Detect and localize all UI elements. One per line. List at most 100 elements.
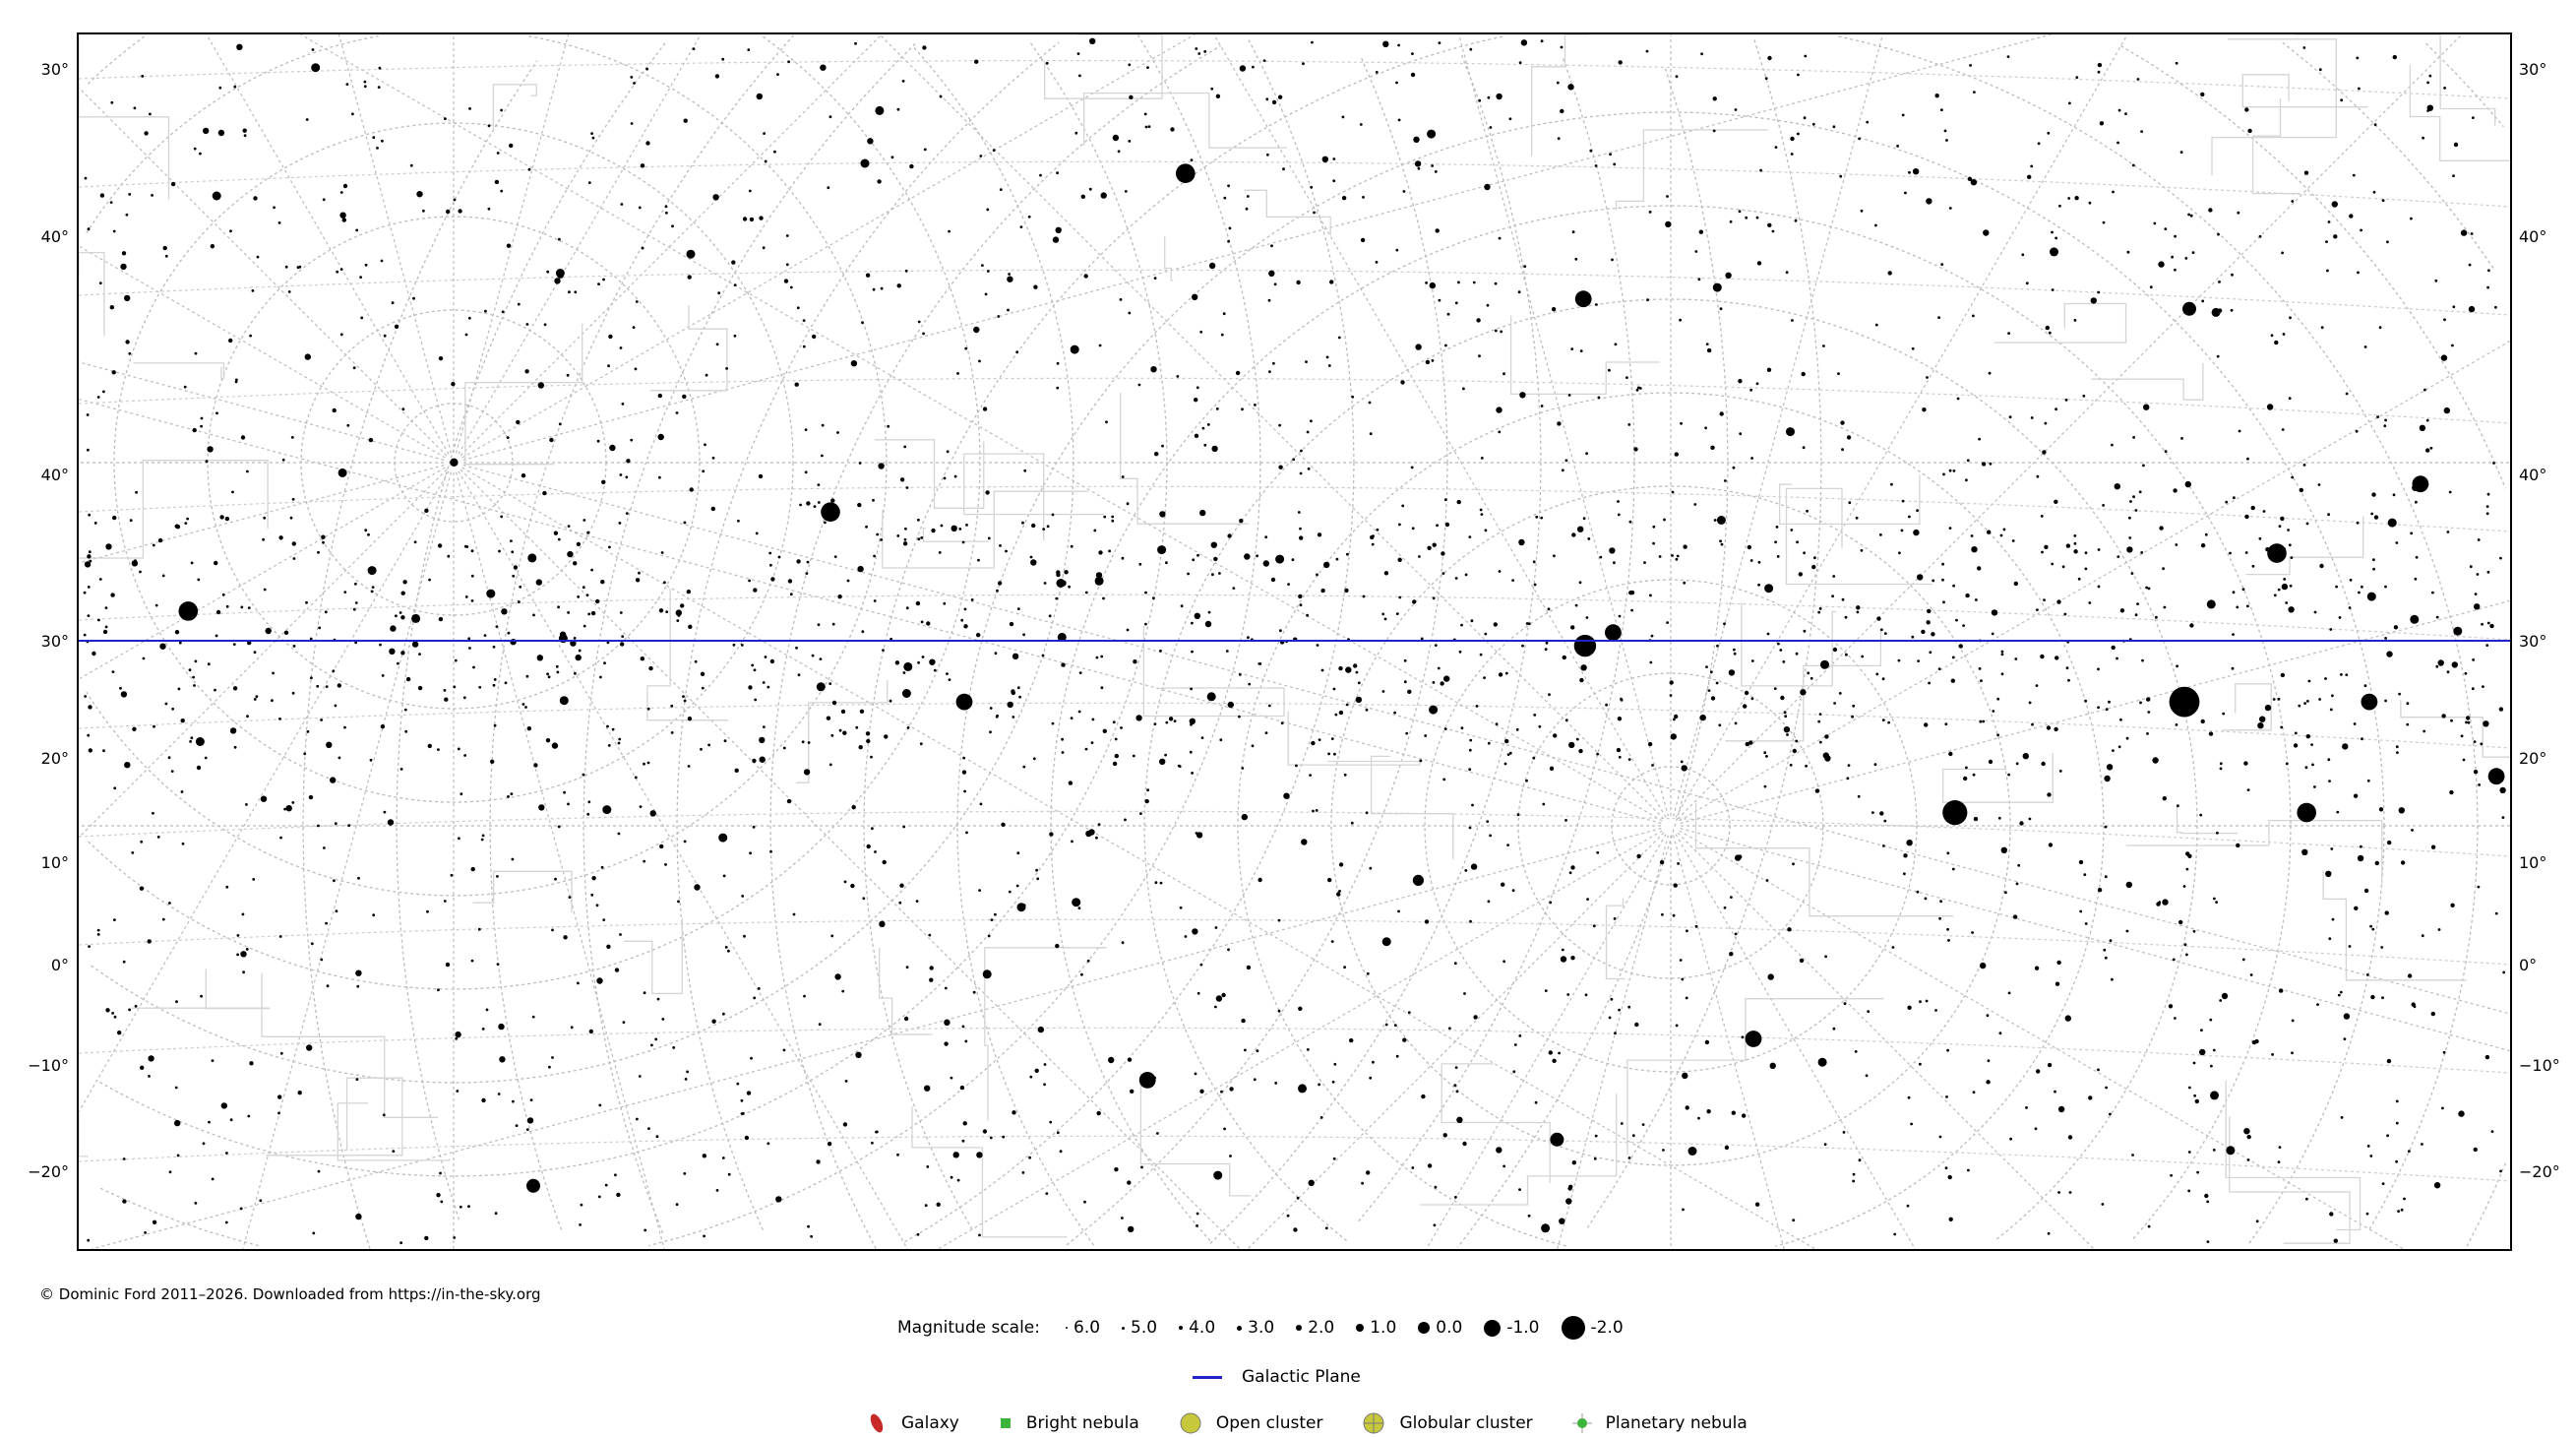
- star: [144, 131, 149, 136]
- star: [2117, 745, 2121, 749]
- object-legend: Galaxy Bright nebula Open cluster Globul…: [866, 1411, 1787, 1435]
- star: [1012, 716, 1015, 719]
- star: [2288, 397, 2292, 401]
- star: [1908, 515, 1911, 519]
- star: [1056, 386, 1060, 390]
- constellation-boundary: [78, 1110, 89, 1157]
- star: [2037, 142, 2041, 146]
- star: [749, 217, 755, 222]
- star: [532, 613, 535, 617]
- star: [1693, 503, 1697, 506]
- star: [1327, 877, 1332, 883]
- star: [84, 176, 88, 180]
- star: [2277, 588, 2281, 592]
- star: [343, 725, 346, 729]
- star: [2345, 392, 2349, 396]
- star: [759, 216, 764, 220]
- star: [1227, 184, 1230, 188]
- star: [232, 643, 236, 646]
- magnitude-value: 2.0: [1308, 1318, 1335, 1338]
- star: [176, 1154, 180, 1157]
- star: [1544, 648, 1548, 652]
- star: [1790, 136, 1795, 142]
- star: [233, 85, 237, 89]
- star: [84, 695, 88, 698]
- star: [1906, 840, 1913, 846]
- galactic-plane-label: Galactic Plane: [1242, 1367, 1361, 1387]
- star: [1586, 898, 1589, 901]
- star: [154, 603, 158, 607]
- star: [162, 245, 167, 251]
- star: [2090, 297, 2097, 304]
- star: [1649, 660, 1653, 664]
- star: [2013, 581, 2018, 587]
- star: [309, 637, 313, 641]
- star: [2004, 891, 2007, 895]
- star: [152, 543, 155, 547]
- star: [1274, 1082, 1278, 1085]
- star: [1719, 539, 1722, 543]
- star: [2040, 515, 2044, 518]
- star: [1574, 603, 1578, 607]
- star: [2316, 1003, 2319, 1006]
- star: [846, 579, 850, 583]
- star: [1766, 632, 1770, 636]
- star: [587, 612, 591, 616]
- star: [392, 1150, 396, 1153]
- star: [345, 83, 349, 86]
- star: [2051, 562, 2055, 566]
- star: [663, 581, 666, 585]
- star: [567, 611, 570, 614]
- constellation-boundary: [1142, 626, 1285, 718]
- star: [1332, 179, 1336, 183]
- star: [2246, 604, 2249, 608]
- star: [2307, 679, 2311, 683]
- star: [1453, 1084, 1457, 1087]
- star: [1967, 176, 1973, 181]
- star: [1238, 673, 1242, 676]
- star: [785, 263, 789, 267]
- star: [776, 73, 779, 76]
- star: [2400, 860, 2406, 865]
- star: [873, 599, 877, 602]
- star: [1946, 927, 1949, 931]
- declination-circle: [302, 60, 538, 1249]
- star: [1901, 499, 1905, 503]
- star: [1007, 308, 1010, 312]
- star: [363, 80, 367, 84]
- star: [2187, 1189, 2191, 1193]
- star: [144, 1231, 148, 1234]
- star: [916, 1232, 920, 1236]
- star: [370, 590, 374, 594]
- star: [252, 878, 256, 881]
- star: [1351, 395, 1355, 399]
- star: [2116, 141, 2119, 145]
- star: [105, 1008, 110, 1013]
- star: [1618, 60, 1623, 65]
- star: [1015, 884, 1019, 888]
- star: [2449, 789, 2454, 795]
- star-chart[interactable]: 30°40°40°30°20°10°0°−10°−20° 30°40°40°30…: [0, 0, 2576, 1270]
- star: [368, 437, 374, 443]
- star: [99, 193, 105, 198]
- star: [1144, 591, 1147, 594]
- star: [538, 804, 545, 811]
- star: [933, 668, 937, 672]
- star: [1854, 1050, 1858, 1053]
- star: [1424, 919, 1430, 924]
- star: [2473, 770, 2479, 775]
- star: [1521, 644, 1524, 648]
- star: [1417, 166, 1421, 170]
- star: [140, 840, 144, 844]
- star: [355, 228, 359, 232]
- star: [1707, 689, 1711, 692]
- star: [1156, 1132, 1159, 1135]
- star: [827, 186, 830, 190]
- star: [1306, 430, 1310, 434]
- star: [608, 334, 613, 340]
- star: [944, 1019, 951, 1027]
- star: [1456, 1116, 1463, 1124]
- star: [549, 437, 554, 443]
- star: [1266, 153, 1269, 156]
- star: [119, 686, 122, 690]
